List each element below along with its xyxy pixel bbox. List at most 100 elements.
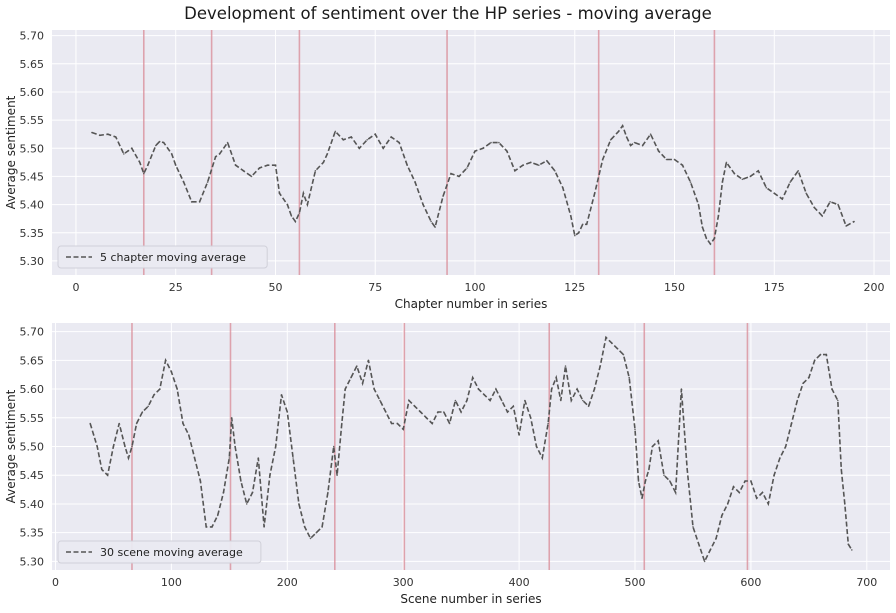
data-point [518,434,520,436]
legend: 5 chapter moving average [57,245,268,269]
data-point [657,440,659,442]
data-point [294,220,297,223]
plot-area [52,30,890,275]
y-tick-label: 5.45 [20,170,45,183]
data-point [314,170,317,172]
data-point [174,164,177,166]
data-point [813,359,816,362]
data-point [361,382,364,385]
data-point [825,353,828,356]
data-point [153,394,155,396]
data-point [170,153,173,155]
data-point [443,411,445,413]
data-point [829,201,831,203]
data-point [644,480,647,482]
data-point [414,405,416,408]
data-point [147,164,149,166]
data-point [115,136,117,138]
data-point [474,150,476,152]
legend-box [57,245,268,269]
data-point [366,139,369,141]
y-tick-label: 5.30 [20,555,45,568]
data-point [633,141,636,144]
x-tick-label: 125 [564,281,585,294]
data-point [454,399,457,402]
data-point [562,186,564,189]
x-tick-label: 0 [72,281,79,294]
data-point [290,215,293,217]
data-point [669,480,671,482]
data-point [274,445,277,448]
data-point [127,457,130,459]
data-point [230,417,233,419]
data-point [322,161,325,164]
data-point [546,159,548,162]
data-point [466,167,468,169]
data-point [466,399,468,402]
data-point [234,445,236,448]
data-point [840,468,843,471]
data-point [342,139,345,141]
data-point [765,186,768,189]
data-point [170,371,173,373]
legend-label: 5 chapter moving average [100,251,246,264]
data-point [112,445,115,448]
data-point [390,422,393,425]
data-point [522,164,524,166]
data-point [585,223,588,226]
data-point [733,172,736,175]
x-tick-label: 0 [52,576,59,589]
data-point [616,348,619,350]
data-point [158,140,161,143]
data-point [703,560,706,563]
data-point [123,153,125,155]
data-point [750,480,752,482]
data-point [176,388,178,390]
data-point [332,445,335,448]
x-tick-label: 50 [268,281,282,294]
x-tick-label: 100 [161,576,182,589]
data-point [512,405,515,408]
data-point [434,226,436,228]
data-point [784,445,787,448]
data-point [99,134,101,137]
data-point [382,147,385,150]
data-point [458,175,460,178]
y-tick-label: 5.70 [20,326,45,339]
data-point [292,457,294,459]
data-point [781,198,784,200]
data-point [648,468,650,471]
data-point [761,491,764,494]
data-point [358,147,361,150]
data-point [228,457,231,459]
data-point [489,399,491,402]
data-point [280,394,283,396]
data-point [709,243,712,245]
data-point [611,342,613,344]
data-point [341,422,343,425]
data-point [250,175,253,178]
data-point [564,365,567,367]
data-point [797,170,799,172]
data-point [681,164,684,166]
data-point [315,531,318,534]
data-point [721,514,723,517]
data-point [373,388,376,390]
data-point [222,491,225,494]
data-point [193,457,196,459]
x-tick-label: 400 [509,576,530,589]
data-point [240,480,242,482]
data-point [697,203,700,206]
data-point [555,376,557,379]
data-point [471,376,474,379]
data-point [477,388,480,390]
x-tick-label: 150 [664,281,685,294]
data-point [131,445,133,448]
y-tick-label: 5.70 [20,30,45,43]
data-point [577,232,580,234]
data-point [721,181,724,183]
data-point [188,434,190,436]
y-tick-label: 5.35 [20,227,45,240]
legend-label: 30 scene moving average [100,546,243,559]
